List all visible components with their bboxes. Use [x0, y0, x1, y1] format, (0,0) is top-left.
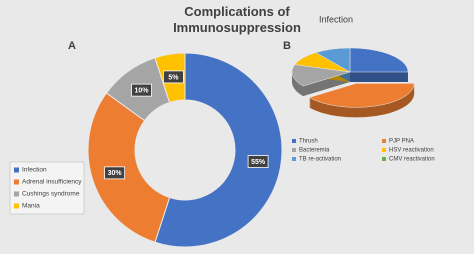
legend-label: CMV reactivation [389, 157, 435, 163]
legend-swatch [292, 139, 296, 143]
legend-swatch [14, 191, 19, 197]
legend-label: TB re-activation [299, 157, 341, 163]
legend-label: HSV reactivation [389, 148, 434, 154]
legend-label: Cushings syndrome [22, 191, 80, 198]
chart-title: Infection [319, 14, 353, 24]
donut-slice [87, 92, 171, 243]
data-label-box [247, 155, 269, 168]
donut-slice [154, 52, 283, 248]
legend-label: Adrenal insufficiency [22, 179, 82, 186]
legend-swatch [14, 167, 19, 173]
panel-label: A [68, 40, 76, 52]
pie-slice [308, 83, 415, 108]
legend-swatch [382, 139, 386, 143]
legend-swatch [382, 157, 386, 161]
data-label: 30% [108, 170, 123, 177]
panel-label: B [283, 40, 291, 52]
data-label-box [104, 166, 126, 180]
data-label-box [163, 70, 184, 84]
legend-label: PJP PNA [389, 139, 414, 145]
legend-swatch [14, 203, 19, 209]
data-label-box [131, 83, 152, 97]
pie-slice [349, 47, 409, 73]
pie-slice [315, 47, 351, 73]
legend-box [9, 161, 85, 215]
data-label: 55% [251, 159, 266, 166]
legend-swatch [292, 157, 296, 161]
legend-label: Thrush [299, 139, 318, 145]
data-label: 5% [168, 74, 179, 81]
legend-swatch [382, 148, 386, 152]
legend-swatch [292, 148, 296, 152]
pie-slice [291, 64, 351, 87]
legend-swatch [14, 179, 19, 185]
legend-label: Infection [22, 167, 47, 174]
legend-label: Mania [22, 203, 40, 210]
chart-title: Complications of Immunosuppression [173, 4, 301, 35]
legend-label: Bacteremia [299, 148, 330, 154]
data-label: 10% [134, 87, 149, 94]
